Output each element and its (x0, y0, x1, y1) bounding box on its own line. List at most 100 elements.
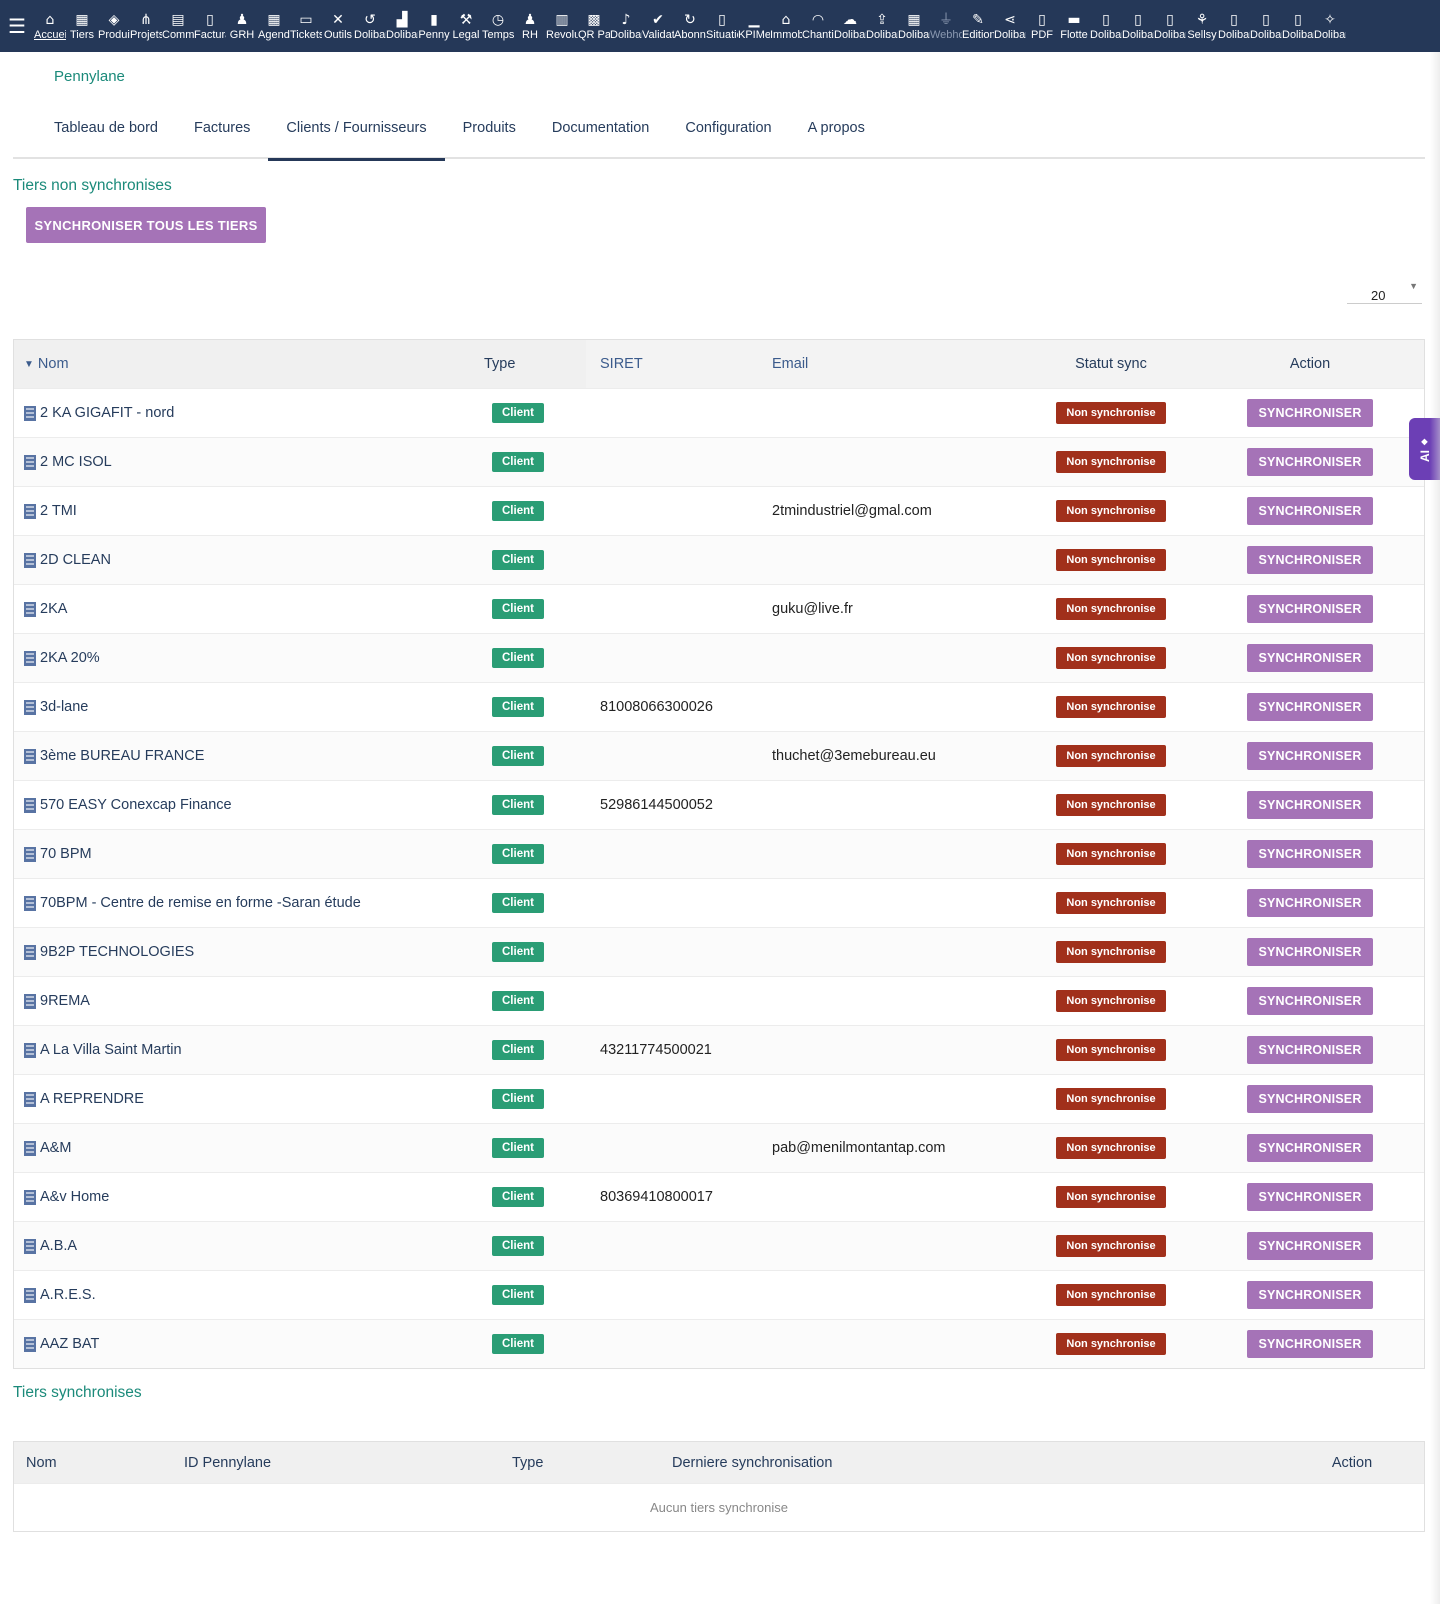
module-produits[interactable]: ◈Produits (98, 0, 130, 52)
synchronise-button[interactable]: SYNCHRONISER (1247, 1036, 1373, 1064)
synchronise-button[interactable]: SYNCHRONISER (1247, 1281, 1373, 1309)
module-projets[interactable]: ⋔ Projets (130, 0, 162, 52)
module-revolut[interactable]: ▥Revolut (546, 0, 578, 52)
tab-a-propos[interactable]: A propos (807, 120, 865, 136)
thirdparty-link[interactable]: 3d-lane (14, 683, 484, 731)
thirdparty-link[interactable]: 2D CLEAN (14, 536, 484, 584)
type-cell: Client (484, 781, 586, 829)
module-dolibarr[interactable]: ▯Dolibarr (1090, 0, 1122, 52)
thirdparty-link[interactable]: A&M (14, 1124, 484, 1172)
module-immobilier[interactable]: ⌂Immobilier (770, 0, 802, 52)
tab-clients-fournisseurs[interactable]: Clients / Fournisseurs (268, 113, 445, 161)
type-cell: Client (484, 977, 586, 1025)
synchronise-button[interactable]: SYNCHRONISER (1247, 1134, 1373, 1162)
thirdparty-link[interactable]: 570 EASY Conexcap Finance (14, 781, 484, 829)
module-legal[interactable]: ⚒ Legal (450, 0, 482, 52)
module-dolibarr[interactable]: ↺Dolibarr (354, 0, 386, 52)
thirdparty-link[interactable]: 2KA (14, 585, 484, 633)
module-outils[interactable]: ✕ Outils (322, 0, 354, 52)
module-dolibarr[interactable]: ▦Dolibarr (898, 0, 930, 52)
module-editions[interactable]: ✎Editions (962, 0, 994, 52)
module-tickets[interactable]: ▭ Tickets (290, 0, 322, 52)
action-cell: SYNCHRONISER (1196, 879, 1424, 927)
synchronise-button[interactable]: SYNCHRONISER (1247, 1232, 1373, 1260)
thirdparty-link[interactable]: 70 BPM (14, 830, 484, 878)
synchronise-button[interactable]: SYNCHRONISER (1247, 693, 1373, 721)
module-dolibarr[interactable]: ⋖Dolibarr (994, 0, 1026, 52)
thirdparty-link[interactable]: A.R.E.S. (14, 1271, 484, 1319)
module-agenda[interactable]: ▦Agenda (258, 0, 290, 52)
module-chantiers[interactable]: ◠Chantiers (802, 0, 834, 52)
thirdparty-link[interactable]: A&v Home (14, 1173, 484, 1221)
module-dolibarr[interactable]: ♪Dolibarr (610, 0, 642, 52)
thirdparty-link[interactable]: A REPRENDRE (14, 1075, 484, 1123)
email-cell (764, 389, 1026, 437)
module-dolibarr[interactable]: ▯Dolibarr (1250, 0, 1282, 52)
synchronise-button[interactable]: SYNCHRONISER (1247, 546, 1373, 574)
module-tiers[interactable]: ▦ Tiers (66, 0, 98, 52)
module-dolibarr[interactable]: ▟Dolibarr (386, 0, 418, 52)
synchronise-button[interactable]: SYNCHRONISER (1247, 1085, 1373, 1113)
synchronise-button[interactable]: SYNCHRONISER (1247, 399, 1373, 427)
thirdparty-link[interactable]: A.B.A (14, 1222, 484, 1270)
thirdparty-link[interactable]: 2KA 20% (14, 634, 484, 682)
module-qr-pay[interactable]: ▩QR Pay (578, 0, 610, 52)
tab-produits[interactable]: Produits (462, 120, 516, 136)
module-temps[interactable]: ◷ Temps (482, 0, 514, 52)
tab-documentation[interactable]: Documentation (551, 120, 650, 136)
synchronise-button[interactable]: SYNCHRONISER (1247, 987, 1373, 1015)
module-facturation[interactable]: ▯Facturation (194, 0, 226, 52)
module-validation[interactable]: ✔Validation (642, 0, 674, 52)
module-label: Tickets (290, 28, 322, 41)
thirdparty-link[interactable]: 2 KA GIGAFIT - nord (14, 389, 484, 437)
thirdparty-link[interactable]: A La Villa Saint Martin (14, 1026, 484, 1074)
module-commercial[interactable]: ▤Commercial (162, 0, 194, 52)
module-dolibarr[interactable]: ▯Dolibarr (1122, 0, 1154, 52)
column-header-siret[interactable]: SIRET (586, 340, 764, 388)
page-size-value: 20 (1371, 288, 1386, 303)
module-flotte[interactable]: ▬ Flotte (1058, 0, 1090, 52)
synchronise-button[interactable]: SYNCHRONISER (1247, 448, 1373, 476)
thirdparty-link[interactable]: 9B2P TECHNOLOGIES (14, 928, 484, 976)
column-header-nom[interactable]: ▼ Nom (24, 356, 69, 372)
synchronise-button[interactable]: SYNCHRONISER (1247, 938, 1373, 966)
module-situations[interactable]: ▯Situations (706, 0, 738, 52)
tab-factures[interactable]: Factures (194, 120, 251, 136)
tab-tableau-de-bord[interactable]: Tableau de bord (54, 120, 158, 136)
module-accueil[interactable]: ⌂ Accueil (34, 0, 66, 52)
module-penny[interactable]: ▮ Penny (418, 0, 450, 52)
synchronise-button[interactable]: SYNCHRONISER (1247, 497, 1373, 525)
thirdparty-link[interactable]: 3ème BUREAU FRANCE (14, 732, 484, 780)
module-dolibarr[interactable]: ⇪Dolibarr (866, 0, 898, 52)
thirdparty-link[interactable]: 2 MC ISOL (14, 438, 484, 486)
module-dolibarr[interactable]: ▯Dolibarr (1218, 0, 1250, 52)
module-abonnements[interactable]: ↻Abonnements (674, 0, 706, 52)
thirdparty-link[interactable]: 2 TMI (14, 487, 484, 535)
module-dolibarr[interactable]: ▯Dolibarr (1154, 0, 1186, 52)
synchronise-button[interactable]: SYNCHRONISER (1247, 595, 1373, 623)
module-grh[interactable]: ♟ GRH (226, 0, 258, 52)
module-dolibarr[interactable]: ☁Dolibarr (834, 0, 866, 52)
module-rh[interactable]: ♟ RH (514, 0, 546, 52)
module-dolibarr[interactable]: ✧Dolibarr (1314, 0, 1346, 52)
synchronise-button[interactable]: SYNCHRONISER (1247, 1330, 1373, 1358)
synchronise-button[interactable]: SYNCHRONISER (1247, 889, 1373, 917)
synchronise-button[interactable]: SYNCHRONISER (1247, 840, 1373, 868)
thirdparty-link[interactable]: 70BPM - Centre de remise en forme -Saran… (14, 879, 484, 927)
synchronise-button[interactable]: SYNCHRONISER (1247, 644, 1373, 672)
synchronise-button[interactable]: SYNCHRONISER (1247, 742, 1373, 770)
module-kpimetrics[interactable]: ▁KPIMetrics (738, 0, 770, 52)
menu-icon[interactable]: ☰ (8, 15, 26, 38)
sync-all-button[interactable]: SYNCHRONISER TOUS LES TIERS (26, 207, 266, 243)
module-dolibarr[interactable]: ▯Dolibarr (1282, 0, 1314, 52)
synchronise-button[interactable]: SYNCHRONISER (1247, 1183, 1373, 1211)
column-header-email[interactable]: Email (764, 340, 1026, 388)
page-size-select[interactable]: 20 ▼ (1347, 278, 1422, 304)
thirdparty-link[interactable]: 9REMA (14, 977, 484, 1025)
thirdparty-link[interactable]: AAZ BAT (14, 1320, 484, 1368)
module-pdf[interactable]: ▯ PDF (1026, 0, 1058, 52)
module-webhooks[interactable]: ⏚Webhooks (930, 0, 962, 52)
tab-configuration[interactable]: Configuration (685, 120, 772, 136)
synchronise-button[interactable]: SYNCHRONISER (1247, 791, 1373, 819)
module-sellsy[interactable]: ⚘ Sellsy (1186, 0, 1218, 52)
